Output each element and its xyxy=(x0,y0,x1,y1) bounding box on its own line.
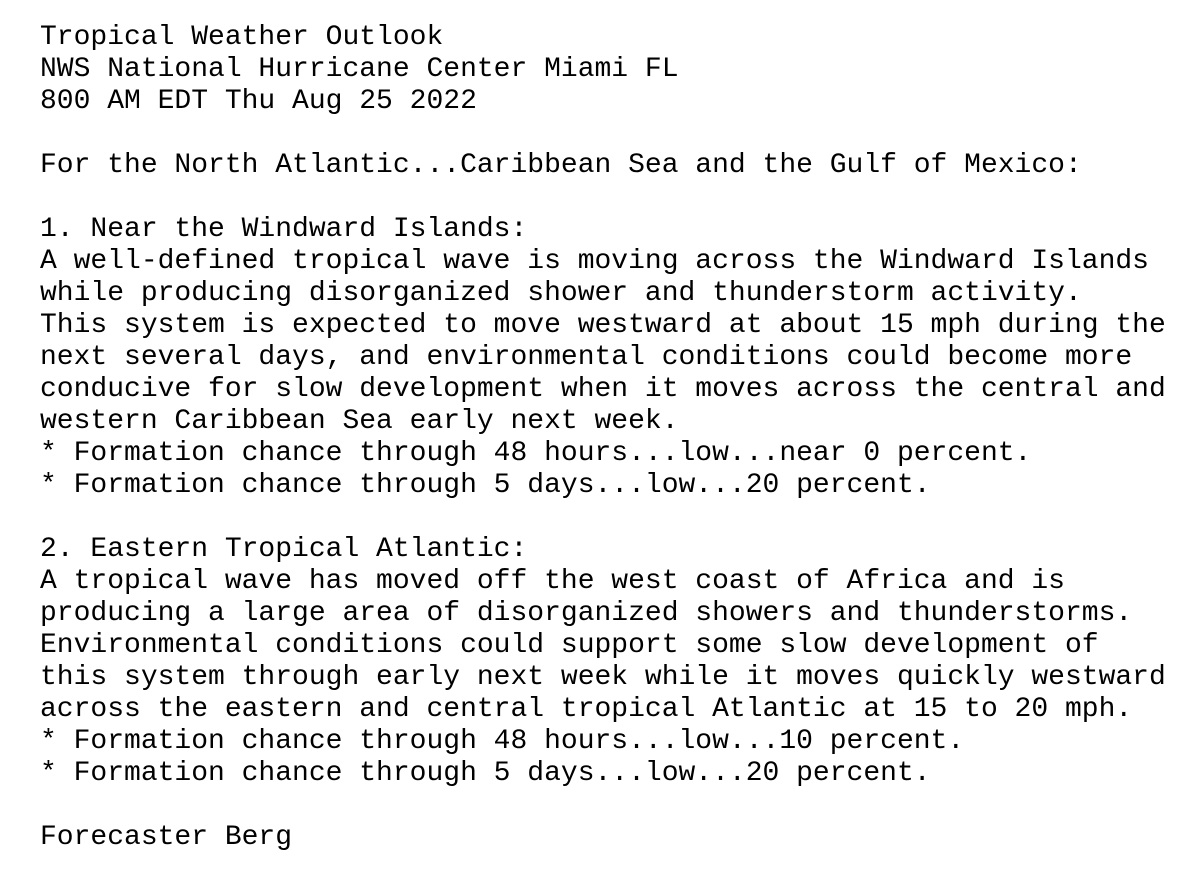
system-text-line: this system through early next week whil… xyxy=(40,662,1166,693)
spacer xyxy=(40,182,1166,214)
system-title: 2. Eastern Tropical Atlantic: xyxy=(40,534,528,565)
outlook-document: Tropical Weather Outlook NWS National Hu… xyxy=(40,22,1166,854)
spacer xyxy=(40,502,1166,534)
issuing-office: NWS National Hurricane Center Miami FL xyxy=(40,54,679,85)
document-title: Tropical Weather Outlook xyxy=(40,22,444,53)
system-text-line: next several days, and environmental con… xyxy=(40,342,1133,373)
spacer xyxy=(40,790,1166,822)
intro-line: For the North Atlantic...Caribbean Sea a… xyxy=(40,150,1082,181)
spacer xyxy=(40,118,1166,150)
system-text-line: across the eastern and central tropical … xyxy=(40,694,1133,725)
system-text-line: producing a large area of disorganized s… xyxy=(40,598,1133,629)
system-text-line: Environmental conditions could support s… xyxy=(40,630,1099,661)
issue-time: 800 AM EDT Thu Aug 25 2022 xyxy=(40,86,477,117)
system-section-2: 2. Eastern Tropical Atlantic: A tropical… xyxy=(40,534,1166,790)
formation-chance-48h: * Formation chance through 48 hours...lo… xyxy=(40,726,965,757)
system-text-line: A well-defined tropical wave is moving a… xyxy=(40,246,1149,277)
system-text-line: western Caribbean Sea early next week. xyxy=(40,406,679,437)
system-text-line: A tropical wave has moved off the west c… xyxy=(40,566,1065,597)
system-section-1: 1. Near the Windward Islands: A well-def… xyxy=(40,214,1166,502)
formation-chance-5d: * Formation chance through 5 days...low.… xyxy=(40,758,931,789)
system-text-line: This system is expected to move westward… xyxy=(40,310,1166,341)
system-text-line: while producing disorganized shower and … xyxy=(40,278,1082,309)
formation-chance-5d: * Formation chance through 5 days...low.… xyxy=(40,470,931,501)
system-title: 1. Near the Windward Islands: xyxy=(40,214,528,245)
formation-chance-48h: * Formation chance through 48 hours...lo… xyxy=(40,438,1032,469)
forecaster-signature: Forecaster Berg xyxy=(40,822,293,853)
system-text-line: conducive for slow development when it m… xyxy=(40,374,1166,405)
